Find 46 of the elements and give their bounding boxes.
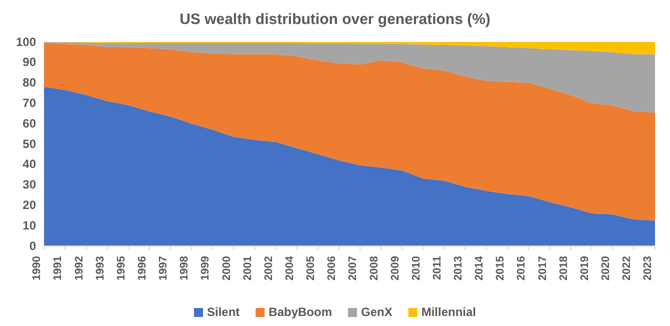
- x-tick-label: 2017: [536, 256, 549, 280]
- x-tick-label: 2010: [410, 256, 422, 280]
- x-tick-label: 2014: [474, 255, 486, 280]
- legend-label: Silent: [206, 305, 240, 319]
- x-tick-label: 2006: [326, 256, 338, 280]
- y-tick-label: 60: [22, 116, 36, 130]
- x-tick-label: 2008: [368, 256, 380, 280]
- x-tick-label: 1997: [158, 256, 170, 280]
- x-tick-label: 2020: [600, 256, 612, 280]
- x-tick-label: 2007: [347, 256, 360, 280]
- x-tick-label: 1996: [136, 256, 148, 280]
- x-tick-label: 2001: [242, 256, 254, 280]
- x-tick-label: 1992: [73, 256, 86, 280]
- y-tick-label: 50: [22, 136, 36, 151]
- legend-label: Millennial: [421, 305, 476, 319]
- x-tick-label: 2002: [262, 256, 275, 280]
- x-tick-label: 2022: [621, 256, 634, 280]
- y-tick-label: 10: [22, 218, 36, 232]
- x-tick-label: 2019: [578, 256, 591, 280]
- x-tick-label: 1995: [115, 256, 128, 280]
- x-tick-label: 2016: [516, 256, 528, 280]
- x-tick-label: 1999: [200, 256, 212, 280]
- x-tick-label: 1993: [94, 256, 106, 280]
- y-tick-label: 90: [22, 55, 36, 70]
- x-tick-label: 1998: [178, 256, 191, 280]
- y-tick-label: 80: [22, 76, 36, 90]
- x-tick-label: 2013: [452, 256, 465, 280]
- x-tick-label: 2004: [284, 255, 296, 280]
- x-tick-label: 2023: [642, 256, 654, 280]
- x-tick-label: 2000: [220, 256, 233, 280]
- x-tick-label: 2018: [558, 256, 570, 280]
- x-tick-label: 2009: [389, 256, 402, 280]
- x-tick-label: 2011: [431, 256, 444, 280]
- legend-label: BabyBoom: [268, 305, 332, 319]
- x-tick-label: 2015: [494, 256, 507, 280]
- x-tick-label: 1991: [52, 256, 64, 280]
- chart-title: US wealth distribution over generations (%): [180, 11, 490, 28]
- y-tick-label: 40: [22, 157, 36, 172]
- y-tick-label: 0: [29, 238, 36, 253]
- y-tick-label: 70: [22, 96, 36, 110]
- legend-label: GenX: [360, 305, 392, 319]
- y-tick-label: 20: [22, 198, 36, 212]
- x-tick-label: 1990: [31, 256, 44, 280]
- y-tick-label: 30: [22, 178, 36, 192]
- y-tick-label: 100: [16, 34, 36, 49]
- x-tick-label: 2005: [305, 256, 318, 280]
